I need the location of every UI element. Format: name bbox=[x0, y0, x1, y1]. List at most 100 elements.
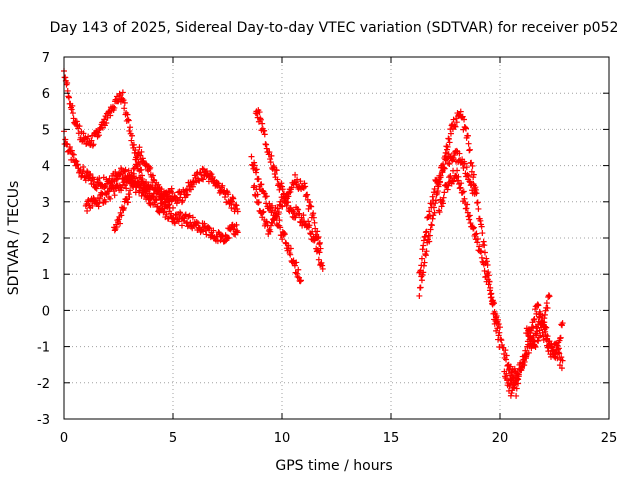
data-point bbox=[253, 166, 260, 173]
data-point bbox=[285, 199, 292, 206]
data-point bbox=[69, 110, 76, 117]
data-point bbox=[455, 173, 462, 180]
data-point bbox=[269, 202, 276, 209]
data-point bbox=[62, 74, 69, 81]
data-point bbox=[185, 213, 192, 220]
data-point bbox=[131, 165, 138, 172]
data-point bbox=[131, 173, 138, 180]
data-point bbox=[143, 188, 150, 195]
data-point bbox=[531, 316, 538, 323]
data-point bbox=[454, 167, 461, 174]
data-point bbox=[447, 130, 454, 137]
data-point bbox=[160, 209, 167, 216]
data-point bbox=[227, 225, 234, 232]
data-point bbox=[111, 192, 118, 199]
data-point bbox=[431, 185, 438, 192]
data-point bbox=[266, 149, 273, 156]
data-point bbox=[483, 255, 490, 262]
data-point bbox=[425, 214, 432, 221]
data-point bbox=[177, 194, 184, 201]
data-point bbox=[146, 165, 153, 172]
data-point bbox=[62, 136, 69, 143]
data-point bbox=[464, 171, 471, 178]
data-point bbox=[65, 93, 72, 100]
data-point bbox=[450, 155, 457, 162]
data-point bbox=[88, 137, 95, 144]
data-point bbox=[486, 287, 493, 294]
data-point bbox=[451, 152, 458, 159]
data-point bbox=[221, 194, 228, 201]
data-point bbox=[82, 173, 89, 180]
data-point bbox=[262, 193, 269, 200]
data-point bbox=[503, 352, 510, 359]
data-point bbox=[480, 238, 487, 245]
x-tick-label: 25 bbox=[601, 431, 618, 446]
data-point bbox=[277, 202, 284, 209]
data-point bbox=[467, 220, 474, 227]
data-point bbox=[69, 102, 76, 109]
data-point bbox=[532, 343, 539, 350]
data-point bbox=[80, 163, 87, 170]
data-point bbox=[461, 195, 468, 202]
data-point bbox=[465, 140, 472, 147]
data-point bbox=[64, 141, 71, 148]
data-point bbox=[112, 169, 119, 176]
data-point bbox=[113, 176, 120, 183]
data-point bbox=[225, 191, 232, 198]
data-point bbox=[305, 218, 312, 225]
data-point bbox=[152, 196, 159, 203]
data-point bbox=[288, 184, 295, 191]
data-point bbox=[126, 194, 133, 201]
data-point bbox=[515, 376, 522, 383]
data-point bbox=[255, 199, 262, 206]
data-point bbox=[507, 372, 514, 379]
data-point bbox=[423, 228, 430, 235]
chart-title: Day 143 of 2025, Sidereal Day-to-day VTE… bbox=[50, 20, 619, 36]
x-tick-label: 0 bbox=[60, 431, 68, 446]
data-point bbox=[111, 104, 118, 111]
data-point bbox=[127, 124, 134, 131]
data-point bbox=[121, 204, 128, 211]
data-point bbox=[541, 311, 548, 318]
data-point bbox=[452, 123, 459, 130]
series-track-2 bbox=[61, 68, 154, 203]
data-point bbox=[171, 193, 178, 200]
data-point bbox=[89, 202, 96, 209]
data-point bbox=[251, 182, 258, 189]
data-point bbox=[474, 235, 481, 242]
data-point bbox=[168, 210, 175, 217]
data-point bbox=[440, 194, 447, 201]
data-point bbox=[123, 185, 130, 192]
data-point bbox=[268, 152, 275, 159]
data-point bbox=[273, 167, 280, 174]
data-point bbox=[426, 208, 433, 215]
data-point bbox=[294, 176, 301, 183]
data-point bbox=[311, 219, 318, 226]
data-point bbox=[465, 213, 472, 220]
data-point bbox=[267, 159, 274, 166]
data-point bbox=[286, 189, 293, 196]
data-point bbox=[107, 112, 114, 119]
data-point bbox=[451, 122, 458, 129]
data-point bbox=[277, 182, 284, 189]
data-point bbox=[105, 109, 112, 116]
data-point bbox=[116, 172, 123, 179]
data-point bbox=[546, 293, 553, 300]
data-point bbox=[302, 183, 309, 190]
data-point bbox=[124, 111, 131, 118]
data-point bbox=[103, 119, 110, 126]
data-point bbox=[118, 212, 125, 219]
data-point bbox=[507, 392, 514, 399]
data-point bbox=[128, 174, 135, 181]
data-point bbox=[490, 300, 497, 307]
data-point bbox=[259, 120, 266, 127]
data-point bbox=[125, 117, 132, 124]
data-point bbox=[502, 347, 509, 354]
data-point bbox=[271, 170, 278, 177]
data-point bbox=[481, 249, 488, 256]
data-point bbox=[427, 226, 434, 233]
data-point bbox=[475, 205, 482, 212]
data-point bbox=[229, 194, 236, 201]
data-point bbox=[77, 166, 84, 173]
data-point bbox=[306, 222, 313, 229]
